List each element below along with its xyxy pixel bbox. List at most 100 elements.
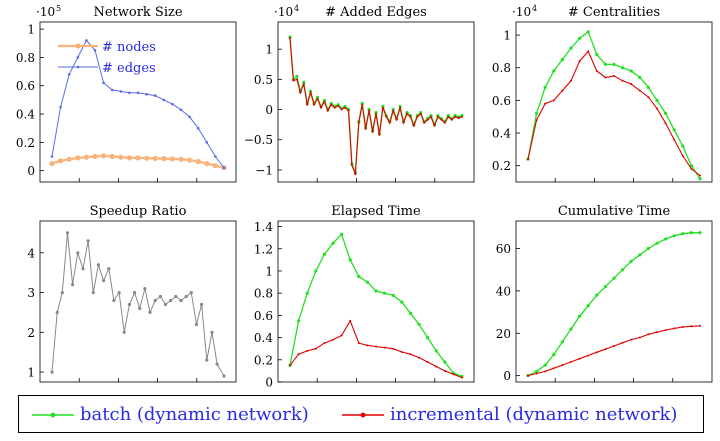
data-point	[613, 74, 615, 77]
data-point	[119, 90, 123, 93]
data-point	[452, 373, 455, 376]
data-point	[76, 56, 80, 59]
y-tick-label: 0.2	[254, 353, 273, 367]
data-point	[161, 156, 167, 162]
data-point	[323, 342, 326, 345]
data-point	[313, 103, 316, 106]
data-point	[689, 231, 694, 235]
y-tick-label: 4	[27, 246, 35, 260]
data-point	[535, 111, 539, 115]
data-point	[406, 112, 408, 115]
data-point	[578, 314, 582, 318]
data-point	[604, 348, 607, 351]
data-point	[322, 252, 326, 256]
data-point	[302, 83, 305, 86]
data-point	[374, 289, 378, 293]
series-line-incremental	[289, 38, 463, 175]
data-point	[344, 106, 346, 109]
data-point	[535, 372, 538, 375]
data-point	[426, 118, 429, 121]
data-point	[595, 293, 599, 297]
y-tick-label: 0	[265, 376, 273, 390]
data-point	[698, 177, 702, 181]
axis-scale-label: ·10	[274, 5, 293, 19]
legend-label-incremental: incremental (dynamic network)	[390, 404, 678, 425]
y-tick-label: 2	[27, 326, 35, 340]
series-batch	[526, 231, 702, 378]
legend-item-batch: batch (dynamic network)	[31, 404, 309, 425]
legend-item-incremental: incremental (dynamic network)	[341, 404, 677, 425]
data-point	[646, 246, 651, 251]
legend-marker-edges	[76, 65, 80, 69]
chart-1: Network Size ·10 5 0 0.2 0.4 0.6 0.8 1 # nodes # e…	[16, 4, 237, 183]
data-point	[297, 353, 300, 356]
y-tick-label: 0	[27, 164, 35, 178]
data-point	[447, 115, 450, 118]
data-point	[169, 298, 173, 303]
data-point	[595, 70, 598, 72]
data-point	[630, 83, 633, 85]
axis-scale-exponent: 4	[532, 4, 537, 13]
data-point	[178, 156, 184, 162]
data-point	[629, 259, 633, 263]
data-point	[664, 111, 668, 115]
data-point	[187, 157, 193, 163]
data-point	[400, 351, 403, 353]
data-point	[552, 69, 556, 73]
series-incremental	[527, 50, 701, 177]
axis-scale-exponent: 4	[294, 4, 299, 13]
data-point	[698, 231, 702, 235]
data-point	[595, 53, 599, 57]
series-line-edges	[51, 39, 225, 169]
data-point	[76, 251, 80, 255]
data-point	[433, 124, 436, 127]
data-point	[664, 122, 667, 125]
plot-frame	[39, 220, 237, 383]
data-point	[91, 291, 95, 295]
data-point	[65, 231, 70, 235]
data-point	[144, 155, 150, 161]
y-tick-label: 0	[503, 369, 511, 383]
data-point	[638, 75, 642, 80]
legend-swatch-batch	[32, 412, 74, 417]
data-point	[340, 334, 343, 337]
data-point	[81, 267, 85, 271]
data-point	[292, 79, 295, 82]
figure-canvas: Network Size·10 500.20.40.60.81# nodes# e…	[16, 4, 713, 390]
data-point	[337, 104, 340, 107]
data-point	[364, 127, 367, 130]
data-point	[681, 232, 685, 236]
data-point	[210, 330, 214, 334]
data-point	[699, 174, 701, 177]
plot-frame	[39, 21, 237, 183]
data-point	[604, 76, 607, 79]
data-point	[400, 300, 404, 304]
data-point	[184, 294, 188, 299]
data-point	[83, 154, 89, 160]
data-point	[417, 322, 421, 326]
data-point	[299, 91, 302, 94]
data-point	[613, 345, 615, 347]
data-point	[212, 163, 218, 169]
y-tick-label: 0.6	[16, 79, 35, 93]
data-point	[426, 361, 429, 363]
y-tick-label: 0.4	[492, 127, 511, 141]
y-tick-label: 0.2	[16, 136, 35, 150]
data-point	[194, 322, 199, 326]
data-point	[333, 106, 336, 109]
data-point	[375, 112, 377, 115]
data-point	[169, 156, 175, 162]
data-point	[656, 331, 658, 334]
data-point	[621, 341, 624, 344]
data-point	[560, 340, 565, 344]
data-point	[347, 109, 350, 112]
y-tick-label: −1	[255, 163, 273, 177]
y-tick-label: 1	[27, 366, 35, 380]
axis-scale-label: ·10	[36, 5, 55, 19]
data-point	[578, 357, 581, 360]
data-point	[690, 325, 693, 328]
data-point	[672, 128, 676, 132]
chart-title: Speedup Ratio	[90, 204, 187, 219]
data-point	[603, 285, 608, 289]
series-batch	[526, 30, 702, 181]
